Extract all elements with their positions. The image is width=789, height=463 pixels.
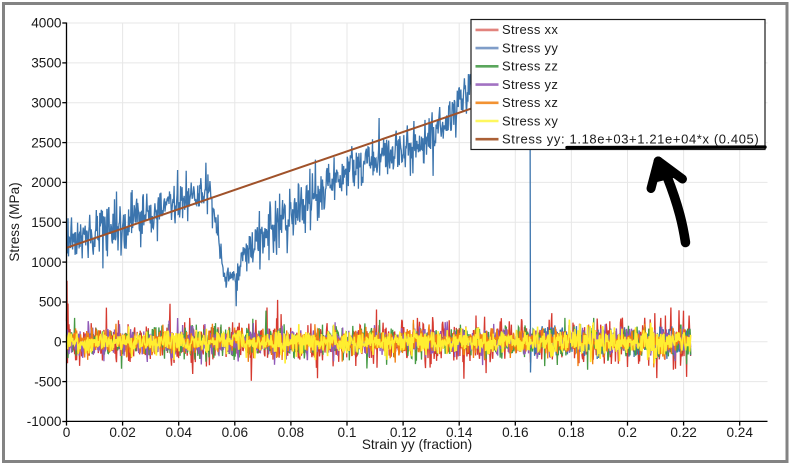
svg-text:0.12: 0.12	[390, 425, 416, 440]
svg-text:0.08: 0.08	[278, 425, 304, 440]
svg-text:0.2: 0.2	[618, 425, 637, 440]
svg-text:0.1: 0.1	[338, 425, 357, 440]
svg-text:Stress yz: Stress yz	[502, 77, 558, 92]
svg-text:3500: 3500	[31, 56, 62, 71]
svg-text:Strain yy (fraction): Strain yy (fraction)	[362, 437, 472, 452]
svg-text:0.16: 0.16	[502, 425, 528, 440]
svg-text:500: 500	[39, 295, 62, 310]
svg-text:0.14: 0.14	[446, 425, 473, 440]
svg-text:0: 0	[54, 335, 62, 350]
svg-text:Stress xx: Stress xx	[502, 22, 558, 37]
svg-text:Stress zz: Stress zz	[502, 59, 558, 74]
svg-text:Stress xy: Stress xy	[502, 113, 558, 128]
svg-text:0.02: 0.02	[109, 425, 135, 440]
svg-text:1000: 1000	[31, 255, 62, 270]
svg-text:0.24: 0.24	[726, 425, 753, 440]
svg-text:Stress yy: 1.18e+03+1.21e+04*x: Stress yy: 1.18e+03+1.21e+04*x (0.405)	[502, 132, 759, 147]
svg-text:0.18: 0.18	[558, 425, 584, 440]
svg-text:0.22: 0.22	[670, 425, 696, 440]
svg-text:2500: 2500	[31, 135, 62, 150]
svg-text:0.06: 0.06	[222, 425, 248, 440]
svg-text:Stress yy: Stress yy	[502, 41, 558, 56]
svg-text:2000: 2000	[31, 175, 62, 190]
svg-text:1500: 1500	[31, 215, 62, 230]
svg-text:Stress (MPa): Stress (MPa)	[7, 182, 22, 261]
svg-text:3000: 3000	[31, 95, 62, 110]
svg-text:0.04: 0.04	[165, 425, 192, 440]
svg-text:0: 0	[63, 425, 71, 440]
svg-text:4000: 4000	[31, 16, 62, 31]
svg-text:Stress xz: Stress xz	[502, 95, 558, 110]
svg-text:-500: -500	[34, 374, 62, 389]
svg-text:-1000: -1000	[27, 414, 62, 429]
